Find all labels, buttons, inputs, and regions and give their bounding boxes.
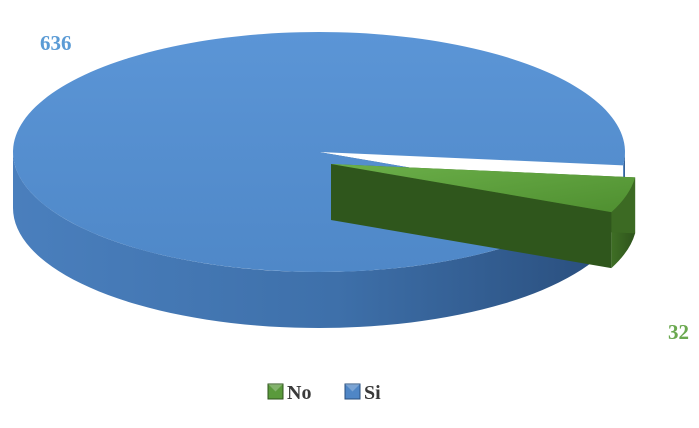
legend-swatch-no-bevel [268,384,283,392]
legend-swatch-si-bevel [345,384,360,392]
legend-item-si: Si [344,382,381,404]
data-label-si: 636 [40,31,72,55]
legend: No Si [267,382,381,404]
slice-no-top [331,164,636,213]
pie-slices [13,31,636,329]
slice-no [331,164,636,269]
legend-item-no: No [267,382,311,404]
slice-si-side [13,152,600,329]
legend-swatch-si [344,383,361,400]
legend-label-si: Si [364,382,381,404]
data-label-no: 32 [668,320,689,344]
legend-swatch-no [267,383,284,400]
slice-no-cut-face [331,164,612,269]
legend-label-no: No [287,382,311,404]
